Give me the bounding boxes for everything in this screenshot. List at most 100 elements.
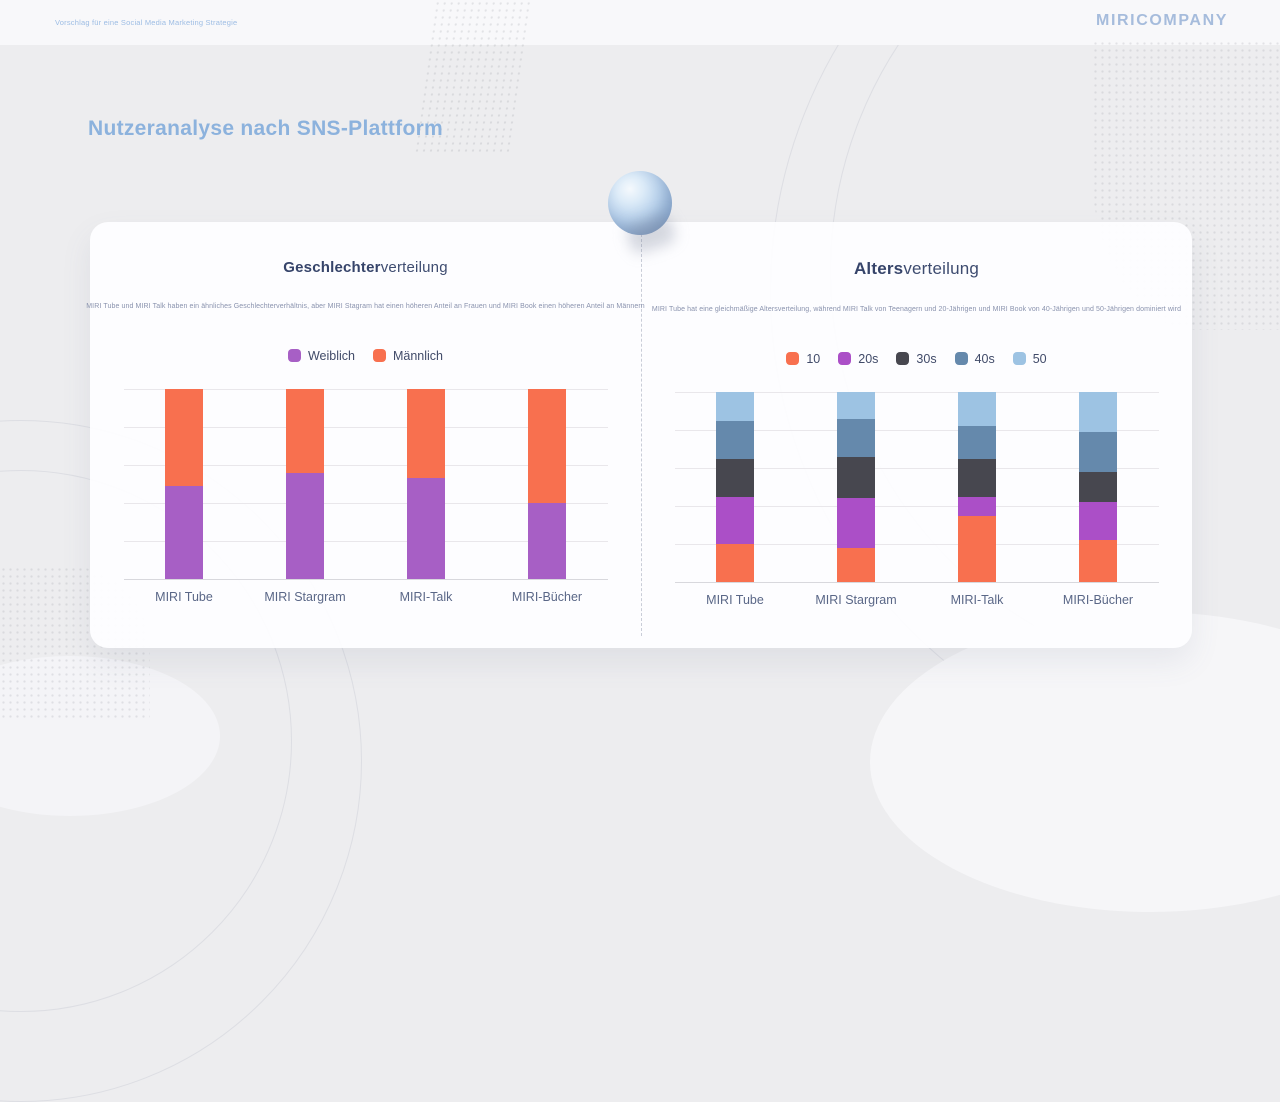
legend-swatch	[287, 349, 301, 362]
stacked-bar	[407, 389, 445, 579]
legend-swatch	[372, 349, 386, 362]
gridline	[123, 389, 608, 390]
stacked-bar	[165, 389, 203, 579]
bar-segment	[716, 420, 754, 459]
bar-segment	[958, 392, 996, 427]
bar-segment	[165, 389, 203, 486]
gridline	[123, 579, 608, 580]
bar-segment	[1079, 502, 1117, 541]
legend-item: 30s	[896, 351, 937, 366]
bar-segment	[958, 496, 996, 516]
age-chart-description: MIRI Tube hat eine gleichmäßige Altersve…	[651, 306, 1182, 313]
legend-label: 30s	[916, 351, 937, 366]
bar-segment	[837, 392, 875, 419]
gridline	[674, 392, 1159, 393]
age-chart-title: Altersverteilung	[854, 259, 979, 279]
x-axis-label: MIRI Stargram	[815, 593, 897, 607]
gridline	[123, 541, 608, 542]
x-axis-label: MIRI Tube	[155, 590, 213, 604]
panel-divider	[641, 234, 642, 636]
gridline	[123, 427, 608, 428]
x-axis-label: MIRI-Talk	[399, 590, 453, 604]
bar-cell	[366, 389, 487, 579]
bar-segment	[165, 485, 203, 579]
legend-label: 20s	[858, 351, 879, 366]
gridline	[123, 465, 608, 466]
age-chart	[674, 392, 1159, 583]
bar-segment	[1079, 392, 1117, 432]
age-panel: Altersverteilung MIRI Tube hat eine glei…	[641, 222, 1192, 648]
legend-item: Männlich	[372, 349, 443, 363]
bar-cell	[796, 392, 917, 582]
bar-segment	[837, 418, 875, 457]
project-title: Vorschlag für eine Social Media Marketin…	[55, 18, 238, 27]
bar-cell	[917, 392, 1038, 582]
bar-cell	[245, 389, 366, 579]
gender-panel: Geschlechterverteilung MIRI Tube und MIR…	[86, 222, 644, 648]
legend-item: 20s	[838, 352, 878, 366]
stacked-bar	[1079, 392, 1117, 582]
gender-chart-title-rest: verteilung	[380, 259, 448, 276]
gender-chart-description: MIRI Tube und MIRI Talk haben ein ähnlic…	[86, 303, 645, 310]
gridline	[123, 503, 608, 504]
bars-layer	[675, 392, 1159, 582]
stacked-bar	[837, 392, 875, 582]
bar-cell	[1038, 392, 1159, 582]
bar-segment	[1079, 540, 1117, 582]
legend-label: 40s	[974, 351, 995, 366]
gender-chart	[123, 389, 608, 580]
legend-label: 50	[1032, 351, 1047, 366]
x-axis-label: MIRI-Bücher	[1062, 593, 1134, 607]
legend-swatch	[786, 352, 800, 365]
header-bar: Vorschlag für eine Social Media Marketin…	[0, 0, 1280, 45]
x-axis-label: MIRI Stargram	[264, 590, 346, 604]
bar-segment	[716, 392, 754, 421]
bar-segment	[958, 515, 996, 582]
legend-item: Weiblich	[287, 348, 355, 363]
x-axis-label: MIRI-Talk	[950, 593, 1004, 607]
bar-cell	[124, 389, 245, 579]
gridline	[674, 468, 1159, 469]
gridline	[674, 544, 1159, 545]
stacked-bar	[286, 389, 324, 579]
bar-segment	[716, 458, 754, 497]
bar-segment	[716, 496, 754, 544]
legend-swatch	[954, 352, 968, 365]
gridline	[674, 430, 1159, 431]
bar-segment	[1079, 471, 1117, 503]
age-chart-area: MIRI Tube MIRI Stargram MIRI-Talk MIRI-Büch…	[674, 392, 1159, 607]
background-blob	[870, 612, 1280, 912]
bar-segment	[837, 547, 875, 582]
legend-item: 40s	[954, 351, 995, 366]
bar-segment	[407, 478, 445, 579]
bar-segment	[837, 498, 875, 548]
legend-item: 10	[786, 352, 820, 366]
legend-label: Weiblich	[307, 348, 355, 363]
bar-segment	[837, 456, 875, 499]
bar-segment	[1079, 431, 1117, 472]
stacked-bar	[958, 392, 996, 582]
bar-segment	[407, 389, 445, 479]
legend-swatch	[1012, 352, 1026, 365]
bar-segment	[716, 544, 754, 582]
bar-segment	[958, 426, 996, 459]
age-chart-title-rest: verteilung	[903, 259, 980, 278]
legend-label: 10	[806, 351, 821, 366]
main-card: Geschlechterverteilung MIRI Tube und MIR…	[86, 222, 1192, 648]
gender-legend: Weiblich Männlich	[287, 348, 443, 363]
stacked-bar	[528, 389, 566, 579]
age-legend: 10 20s 30s 40s 50	[786, 351, 1047, 366]
gender-chart-title: Geschlechterverteilung	[283, 259, 448, 276]
legend-swatch	[838, 352, 852, 365]
bar-segment	[286, 389, 324, 473]
bars-layer	[124, 389, 608, 579]
bar-segment	[528, 389, 566, 503]
gender-chart-area: MIRI Tube MIRI Stargram MIRI-Talk MIRI-Büch…	[123, 389, 608, 604]
x-axis-label: MIRI-Bücher	[511, 590, 583, 604]
bar-cell	[675, 392, 796, 582]
legend-swatch	[896, 352, 910, 365]
gridline	[674, 506, 1159, 507]
gridline	[674, 582, 1159, 583]
gender-x-axis-labels: MIRI Tube MIRI Stargram MIRI-Talk MIRI-Büch…	[124, 590, 608, 604]
bar-segment	[286, 472, 324, 579]
